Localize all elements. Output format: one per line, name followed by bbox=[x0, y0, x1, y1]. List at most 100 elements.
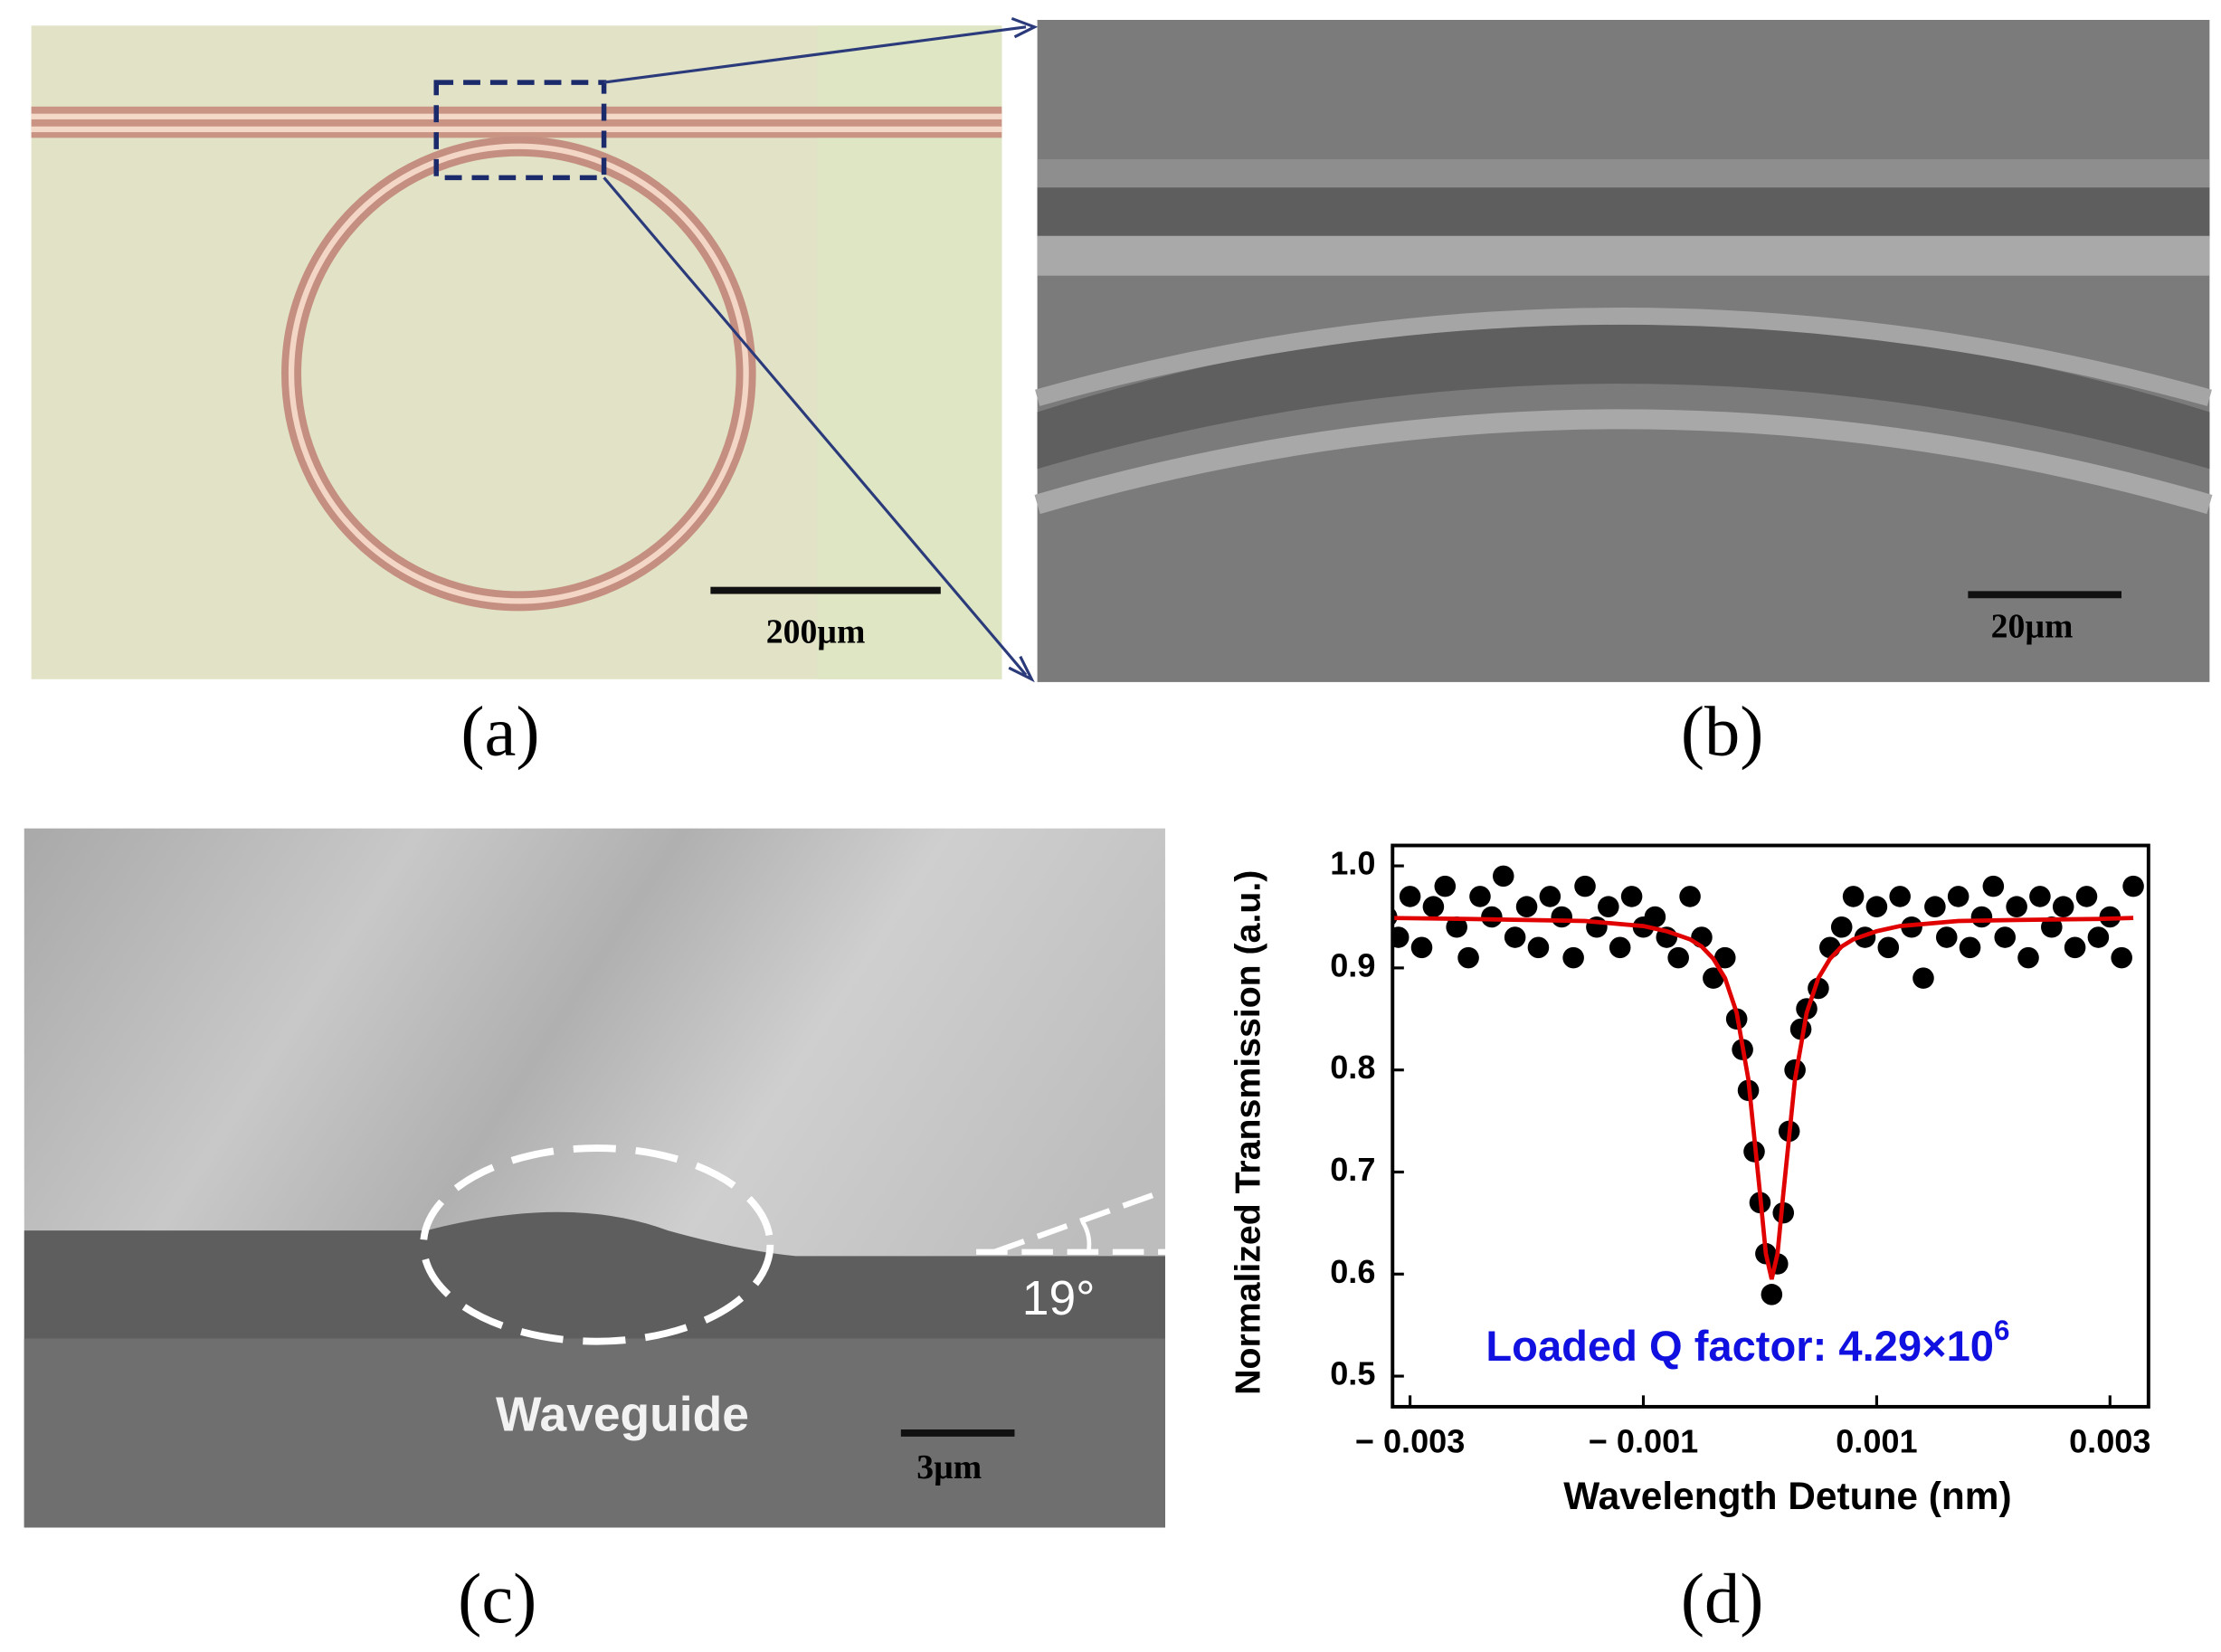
data-point bbox=[1970, 906, 1993, 928]
data-point bbox=[1399, 886, 1421, 907]
data-point bbox=[1422, 896, 1445, 917]
data-point bbox=[1392, 926, 1409, 948]
data-point bbox=[1994, 926, 2017, 948]
sem-band bbox=[1037, 158, 2210, 188]
data-point bbox=[1959, 936, 1981, 959]
data-point bbox=[1935, 926, 1958, 948]
data-point bbox=[1515, 896, 1538, 917]
annotation-superscript: 6 bbox=[1994, 1315, 2009, 1347]
data-point bbox=[2064, 936, 2086, 959]
y-tick-label: 0.6 bbox=[1330, 1253, 1375, 1290]
annotation: Loaded Q factor: 4.29×106 bbox=[1485, 1315, 2009, 1371]
data-point bbox=[2075, 886, 2098, 907]
data-point bbox=[1527, 936, 1550, 959]
bus-waveguide-edge bbox=[31, 113, 1002, 119]
zoom-box bbox=[433, 80, 607, 181]
x-tick-label: 0.001 bbox=[1836, 1422, 1917, 1459]
x-axis-label: Wavelength Detune (nm) bbox=[1563, 1475, 2011, 1517]
y-tick-label: 1.0 bbox=[1330, 845, 1375, 882]
data-point bbox=[1562, 946, 1584, 969]
sem-ring-edge bbox=[1035, 308, 2212, 406]
scale-bar bbox=[1968, 591, 2121, 599]
plot-area bbox=[1392, 865, 2144, 1305]
panel-a: 200µm bbox=[31, 16, 1039, 683]
data-point bbox=[1877, 936, 1900, 959]
data-point bbox=[1410, 936, 1433, 959]
panel-c: 19° Waveguide 3µm bbox=[24, 828, 1167, 1528]
y-tick-label: 0.7 bbox=[1330, 1151, 1375, 1188]
y-tick-label: 0.5 bbox=[1330, 1355, 1375, 1392]
data-point bbox=[1446, 916, 1467, 938]
data-point bbox=[2006, 896, 2027, 917]
panel-label: (c) bbox=[458, 1559, 536, 1638]
sem-ring bbox=[1037, 319, 2210, 470]
data-point bbox=[1598, 896, 1619, 917]
fit-line bbox=[1392, 916, 2134, 1280]
y-axis-label: Normalized Transmission (a.u.) bbox=[1229, 870, 1268, 1395]
data-point bbox=[1620, 886, 1643, 907]
angle-label: 19° bbox=[1022, 1272, 1096, 1325]
panel-b: 20µm bbox=[1034, 19, 2213, 682]
data-point bbox=[1644, 906, 1666, 928]
data-point bbox=[1551, 906, 1573, 928]
data-point bbox=[1761, 1284, 1783, 1305]
sem-waveguide bbox=[1037, 235, 2210, 276]
bus-waveguide bbox=[31, 106, 1002, 138]
arrow-head bbox=[1011, 16, 1039, 39]
data-point bbox=[1492, 865, 1514, 888]
data-point bbox=[1713, 946, 1736, 969]
scale-bar-label: 3µm bbox=[916, 1448, 982, 1486]
data-point bbox=[1457, 946, 1479, 969]
y-tick-label: 0.8 bbox=[1330, 1049, 1375, 1086]
data-point bbox=[1819, 936, 1841, 959]
scale-bar bbox=[710, 586, 941, 594]
data-point bbox=[1574, 875, 1596, 897]
data-point bbox=[1889, 886, 1911, 907]
sem-band bbox=[1037, 187, 2210, 239]
annotation: Waveguide bbox=[496, 1389, 749, 1442]
data-point bbox=[1913, 967, 1934, 989]
scale-bar-label: 200µm bbox=[766, 613, 866, 651]
annotation-text: Loaded Q factor: 4.29×10 bbox=[1485, 1323, 1994, 1371]
data-point bbox=[1842, 886, 1865, 907]
data-point bbox=[1982, 875, 2005, 897]
data-point bbox=[2111, 946, 2132, 969]
angle-line bbox=[993, 1188, 1167, 1255]
scale-bar bbox=[900, 1429, 1015, 1437]
data-point bbox=[1434, 875, 1457, 897]
y-tick-label: 0.9 bbox=[1330, 946, 1375, 983]
x-tick-label: − 0.003 bbox=[1355, 1422, 1465, 1459]
data-point bbox=[2029, 886, 2051, 907]
data-point bbox=[1679, 886, 1701, 907]
data-point bbox=[1947, 886, 1969, 907]
chart: Normalized Transmission (a.u.) Wavelengt… bbox=[1229, 843, 2150, 1517]
panel-label: (d) bbox=[1681, 1559, 1764, 1638]
plot-frame bbox=[1390, 843, 2150, 1409]
data-point bbox=[1830, 916, 1853, 938]
x-tick-label: 0.003 bbox=[2069, 1422, 2150, 1459]
panel-label: (b) bbox=[1681, 692, 1764, 771]
scale-bar-label: 20µm bbox=[1991, 607, 2074, 645]
data-point bbox=[2041, 916, 2063, 938]
angle-arc bbox=[1080, 1220, 1092, 1253]
data-point bbox=[1609, 936, 1631, 959]
data-point bbox=[2017, 946, 2039, 969]
data-point bbox=[1504, 926, 1526, 948]
data-point bbox=[1481, 906, 1503, 928]
data-point bbox=[1924, 896, 1946, 917]
x-tick-label: − 0.001 bbox=[1589, 1422, 1698, 1459]
data-point bbox=[2087, 926, 2110, 948]
zoom-line bbox=[603, 176, 1028, 677]
data-point bbox=[2052, 896, 2074, 917]
bus-waveguide-edge bbox=[31, 126, 1002, 133]
data-point bbox=[1667, 946, 1689, 969]
data-point bbox=[1539, 886, 1561, 907]
zoom-line bbox=[603, 25, 1027, 84]
ring-core bbox=[288, 143, 749, 604]
panel-label: (a) bbox=[460, 692, 539, 771]
data-point bbox=[2122, 875, 2144, 897]
data-point bbox=[1865, 896, 1888, 917]
data-point bbox=[1469, 886, 1491, 907]
